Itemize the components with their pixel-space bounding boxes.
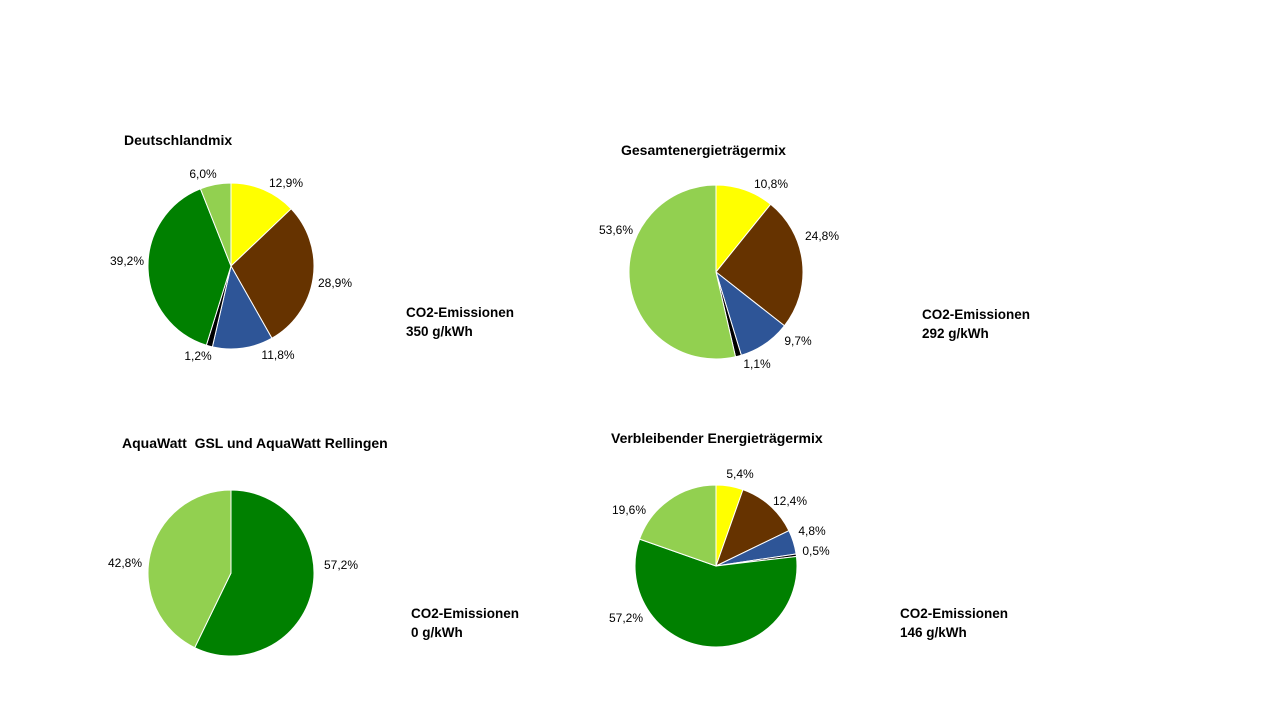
pie-slice <box>715 203 804 327</box>
slice-data-label: 42,8% <box>108 556 142 570</box>
co2-label: CO2-Emissionen <box>900 606 1009 621</box>
slice-data-label: 53,6% <box>599 223 633 237</box>
slice-data-label: 28,9% <box>318 276 352 290</box>
chart-title-verbleibender-energietraegermix: Verbleibender Energieträgermix <box>611 430 823 446</box>
slice-data-label: 57,2% <box>609 611 643 625</box>
co2-value: 292 g/kWh <box>922 326 989 341</box>
slice-data-label: 6,0% <box>189 167 217 181</box>
co2-block-aquawatt: CO2-Emissionen 0 g/kWh <box>411 604 519 642</box>
co2-value: 0 g/kWh <box>411 625 463 640</box>
slice-data-label: 9,7% <box>784 334 812 348</box>
slice-data-label: 12,9% <box>269 176 303 190</box>
slice-data-label: 1,2% <box>184 349 212 363</box>
slice-data-label: 1,1% <box>743 357 771 371</box>
slice-data-label: 10,8% <box>754 177 788 191</box>
slice-data-label: 11,8% <box>261 348 294 362</box>
slice-data-label: 12,4% <box>773 494 807 508</box>
pie-slice <box>199 182 232 267</box>
pie-slice <box>194 489 315 657</box>
slice-data-label: 39,2% <box>110 254 144 268</box>
pie-slice <box>211 264 273 350</box>
slice-data-label: 4,8% <box>798 524 826 538</box>
co2-block-verbleibender-energietraegermix: CO2-Emissionen 146 g/kWh <box>900 604 1008 642</box>
slice-data-label: 5,4% <box>726 467 754 481</box>
co2-block-gesamtenergietraegermix: CO2-Emissionen 292 g/kWh <box>922 305 1030 343</box>
pie-slice <box>147 188 232 346</box>
slice-data-label: 19,6% <box>612 503 646 517</box>
slice-data-label: 57,2% <box>324 558 358 572</box>
pie-slice <box>230 182 292 268</box>
co2-label: CO2-Emissionen <box>406 305 515 320</box>
co2-label: CO2-Emissionen <box>411 606 520 621</box>
chart-title-gesamtenergietraegermix: Gesamtenergieträgermix <box>621 142 786 158</box>
chart-title-deutschlandmix: Deutschlandmix <box>124 132 233 148</box>
pie-slice <box>638 484 717 567</box>
pie-slice <box>628 184 737 360</box>
pie-slice <box>147 489 232 649</box>
slice-data-label: 0,5% <box>802 544 830 558</box>
chart-title-aquawatt: AquaWatt GSL und AquaWatt Rellingen <box>122 435 388 451</box>
slice-data-label: 24,8% <box>805 229 839 243</box>
pie-slice <box>230 208 315 339</box>
co2-value: 146 g/kWh <box>900 625 967 640</box>
co2-block-deutschlandmix: CO2-Emissionen 350 g/kWh <box>406 303 514 341</box>
pie-slice <box>715 488 790 567</box>
co2-value: 350 g/kWh <box>406 324 473 339</box>
co2-label: CO2-Emissionen <box>922 307 1031 322</box>
pie-slice <box>634 538 798 648</box>
